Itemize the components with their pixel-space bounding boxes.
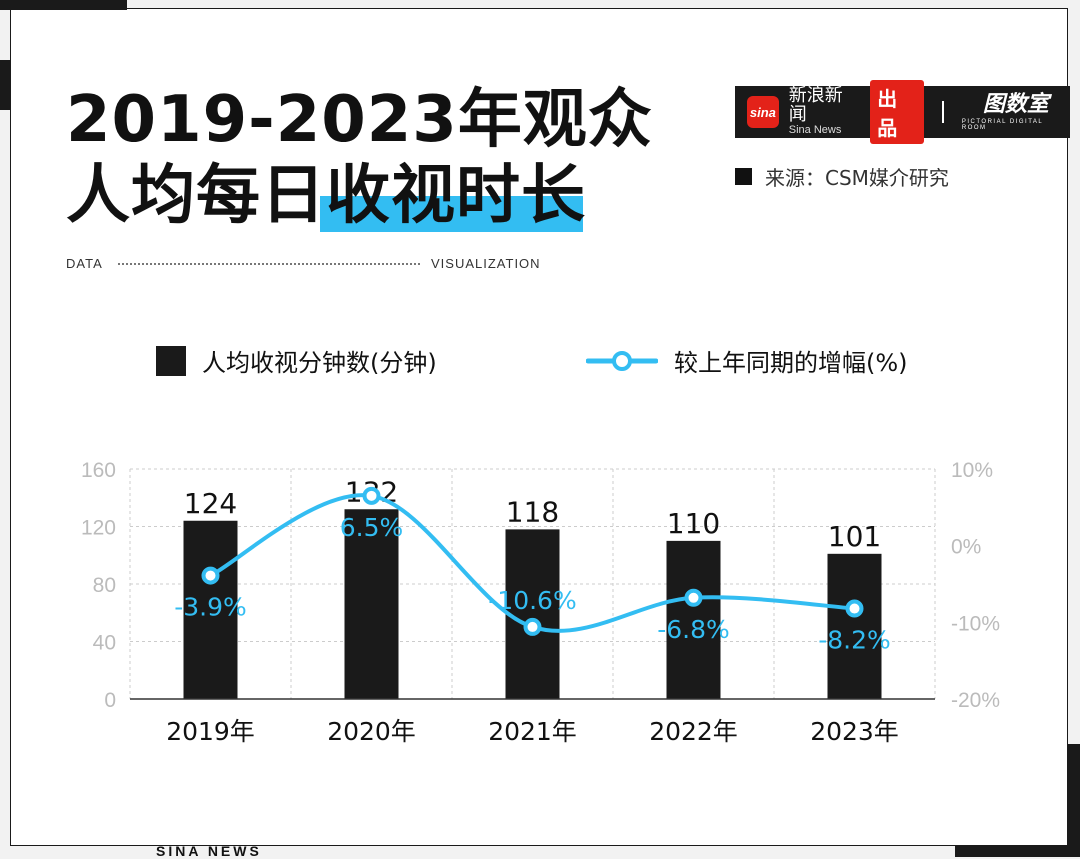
card-frame xyxy=(10,8,1068,846)
page-title-line2-plain: 人均每日 xyxy=(66,159,326,233)
y-axis-left-tick-label: 120 xyxy=(81,517,116,540)
y-axis-left-tick-label: 40 xyxy=(93,632,116,655)
digital-room-logo-cn: 图数室 xyxy=(982,91,1049,117)
line-value-label: -6.8% xyxy=(657,615,730,644)
tag-data: DATA xyxy=(66,256,103,271)
corner-accent-top-left xyxy=(0,0,127,10)
line-value-label: -3.9% xyxy=(174,593,247,622)
corner-accent-bottom-right xyxy=(1068,744,1080,857)
x-axis-tick-label: 2019年 xyxy=(166,717,255,746)
line-value-label: -10.6% xyxy=(488,586,576,615)
line-value-label: 6.5% xyxy=(340,513,404,542)
line-point xyxy=(201,566,220,585)
line-point xyxy=(684,588,703,607)
brand-separator xyxy=(941,101,944,123)
y-axis-right-tick-label: -20% xyxy=(951,689,1000,712)
bar xyxy=(666,540,721,699)
brand-name: 新浪新闻 Sina News xyxy=(788,85,860,137)
digital-room-logo: 图数室 PICTORIAL DIGITAL ROOM xyxy=(961,91,1070,131)
corner-accent-left xyxy=(0,60,10,110)
tag-visualization: VISUALIZATION xyxy=(431,256,541,271)
y-axis-left-tick-label: 160 xyxy=(81,459,116,482)
bar xyxy=(344,509,399,699)
line-point xyxy=(523,617,542,636)
digital-room-logo-en: PICTORIAL DIGITAL ROOM xyxy=(961,118,1044,131)
x-axis-tick-label: 2020年 xyxy=(327,717,416,746)
x-axis-tick-label: 2023年 xyxy=(810,717,899,746)
line-value-label: -8.2% xyxy=(818,626,891,655)
line-point xyxy=(845,599,864,618)
legend-line: 较上年同期的增幅(%) xyxy=(586,343,908,378)
y-axis-left-tick-label: 0 xyxy=(104,689,116,712)
bar-value-label: 101 xyxy=(828,520,881,553)
source-note: 来源：CSM媒介研究 xyxy=(735,162,949,191)
bar xyxy=(505,529,560,699)
brand-name-en: Sina News xyxy=(788,124,842,137)
legend-bar-swatch xyxy=(156,345,186,376)
y-axis-right-tick-label: 0% xyxy=(951,536,981,559)
bar xyxy=(183,520,238,699)
source-square-icon xyxy=(735,168,752,185)
sina-logo-icon: sina xyxy=(747,96,779,128)
corner-accent-bottom xyxy=(955,846,1080,857)
line-point xyxy=(362,486,381,505)
source-text: 来源：CSM媒介研究 xyxy=(765,166,949,190)
y-axis-right-tick-label: -10% xyxy=(951,612,1000,635)
page-title-line2-highlight: 收视时长 xyxy=(326,159,586,233)
bar-value-label: 118 xyxy=(506,495,559,528)
y-axis-left-tick-label: 80 xyxy=(93,574,116,597)
x-axis-tick-label: 2021年 xyxy=(488,717,577,746)
brand-name-cn: 新浪新闻 xyxy=(788,85,843,126)
bar-value-label: 124 xyxy=(184,487,237,520)
tag-dotted-divider xyxy=(118,263,420,265)
bar xyxy=(827,553,882,699)
page-title-line1: 2019-2023年观众 xyxy=(66,83,653,157)
y-axis-right-tick-label: 10% xyxy=(951,459,993,482)
brand-banner: sina 新浪新闻 Sina News 出品 图数室 PICTORIAL DIG… xyxy=(735,80,1070,144)
footer-brand: SINA NEWS xyxy=(156,843,262,859)
bar-value-label: 110 xyxy=(667,507,720,540)
legend-line-swatch xyxy=(586,350,658,371)
x-axis-tick-label: 2022年 xyxy=(649,717,738,746)
page-title-line2: 人均每日收视时长 xyxy=(66,164,586,228)
legend-bar-label: 人均收视分钟数(分钟) xyxy=(202,349,437,377)
legend-bar: 人均收视分钟数(分钟) xyxy=(156,343,437,378)
title-highlight-bar xyxy=(320,196,583,232)
legend-line-label: 较上年同期的增幅(%) xyxy=(674,349,908,377)
brand-produced-badge: 出品 xyxy=(870,80,924,144)
